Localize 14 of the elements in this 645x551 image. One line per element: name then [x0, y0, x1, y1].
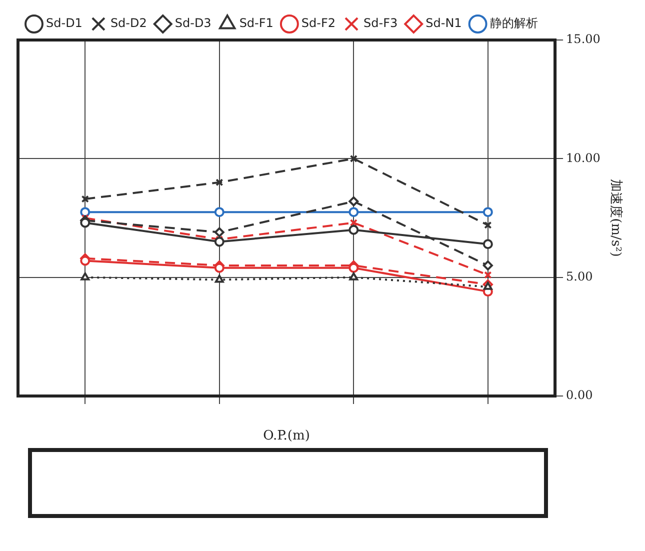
y-axis-title: 加速度(m/s²)	[608, 179, 624, 257]
legend-label: Sd-F2	[301, 16, 336, 30]
y-tick-label: 5.00	[566, 269, 593, 284]
legend-label: Sd-N1	[426, 16, 462, 30]
legend-label: Sd-F1	[239, 16, 274, 30]
y-tick-label: 0.00	[566, 388, 593, 402]
legend-label: Sd-D2	[110, 16, 147, 30]
y-tick-label: 15.00	[566, 32, 600, 46]
x-axis-title: O.P.(m)	[263, 428, 310, 444]
y-tick-label: 10.00	[566, 150, 600, 165]
legend-label: Sd-D1	[46, 16, 82, 30]
legend-label: Sd-F3	[364, 16, 398, 30]
legend-label: Sd-D3	[174, 16, 212, 30]
legend-label: 静的解析	[490, 16, 538, 30]
